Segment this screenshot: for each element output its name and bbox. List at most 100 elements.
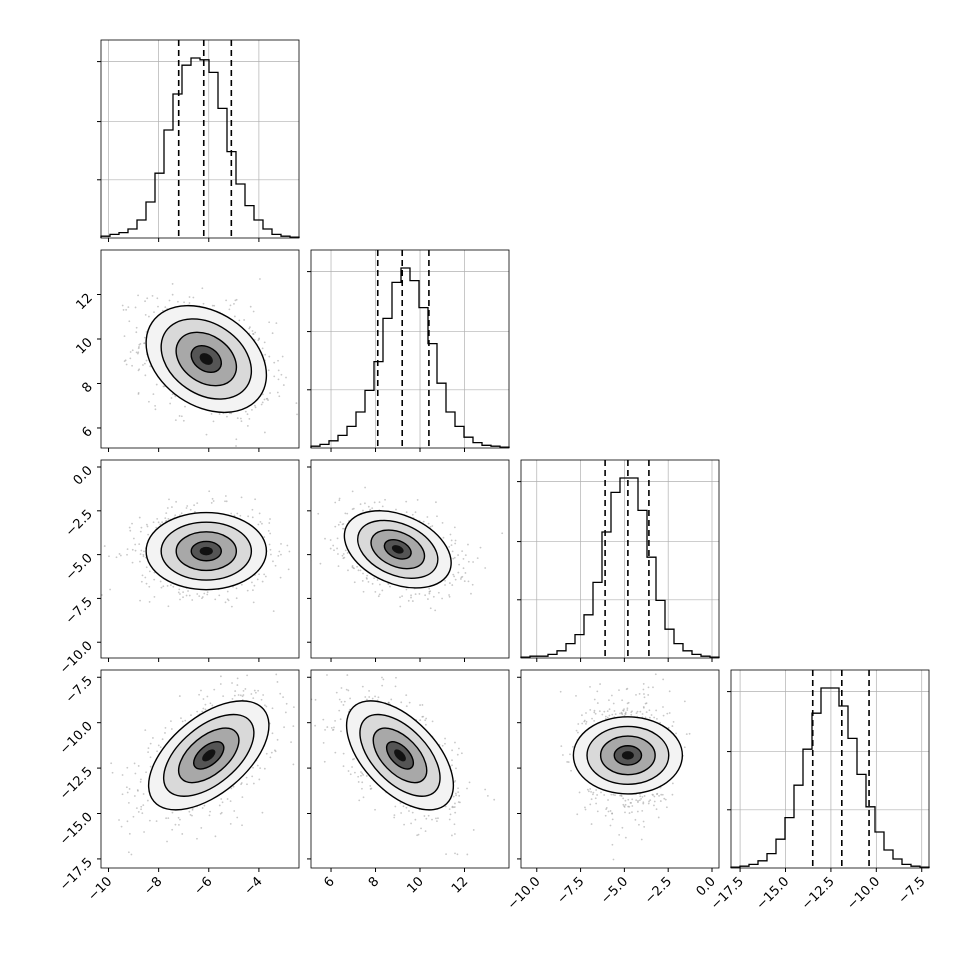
sample-point bbox=[442, 536, 445, 539]
sample-point bbox=[161, 521, 164, 524]
sample-point bbox=[344, 512, 347, 515]
sample-point bbox=[140, 808, 142, 811]
sample-point bbox=[159, 746, 162, 749]
sample-point bbox=[261, 401, 264, 404]
sample-point bbox=[259, 278, 261, 280]
sample-point bbox=[241, 824, 243, 827]
sample-point bbox=[561, 754, 564, 756]
sample-point bbox=[134, 306, 137, 309]
sample-point bbox=[244, 688, 247, 690]
sample-point bbox=[326, 674, 328, 676]
sample-point bbox=[164, 306, 167, 309]
sample-point bbox=[454, 792, 457, 795]
sample-point bbox=[139, 781, 142, 783]
sample-point bbox=[171, 828, 174, 831]
sample-point bbox=[101, 594, 103, 596]
sample-point bbox=[190, 714, 192, 717]
contour-line bbox=[175, 331, 238, 387]
sample-point bbox=[458, 794, 461, 797]
sample-point bbox=[654, 673, 657, 676]
sample-point bbox=[452, 806, 455, 809]
sample-point bbox=[317, 512, 320, 515]
sample-point bbox=[419, 704, 421, 706]
sample-point bbox=[157, 305, 159, 308]
sample-point bbox=[144, 729, 147, 732]
sample-point bbox=[247, 515, 250, 518]
sample-point bbox=[152, 737, 154, 739]
sample-point bbox=[334, 525, 337, 528]
sample-point bbox=[444, 579, 446, 582]
sample-point bbox=[342, 765, 345, 768]
sample-point bbox=[353, 581, 356, 584]
sample-point bbox=[145, 523, 148, 526]
sample-point bbox=[145, 582, 148, 585]
sample-point bbox=[444, 805, 447, 808]
sample-point bbox=[271, 732, 274, 735]
sample-point bbox=[460, 752, 463, 755]
sample-point bbox=[432, 595, 435, 598]
sample-point bbox=[268, 321, 271, 324]
sample-point bbox=[410, 594, 412, 597]
sample-point bbox=[276, 738, 279, 741]
sample-point bbox=[144, 300, 146, 303]
sample-point bbox=[254, 404, 256, 407]
sample-point bbox=[260, 403, 263, 406]
sample-point bbox=[165, 817, 168, 820]
sample-point bbox=[343, 700, 346, 703]
sample-point bbox=[169, 584, 172, 586]
sample-point bbox=[141, 574, 144, 577]
sample-point bbox=[251, 330, 254, 332]
sample-point bbox=[246, 674, 249, 677]
sample-point bbox=[334, 719, 336, 722]
sample-point bbox=[138, 516, 141, 519]
sample-point bbox=[166, 840, 168, 843]
sample-point bbox=[457, 787, 459, 790]
sample-point bbox=[423, 815, 426, 817]
sample-point bbox=[643, 693, 645, 695]
sample-point bbox=[377, 595, 380, 598]
sample-point bbox=[208, 490, 211, 493]
sample-point bbox=[265, 705, 268, 708]
sample-point bbox=[233, 302, 235, 305]
sample-point bbox=[226, 415, 228, 418]
sample-point bbox=[323, 760, 326, 763]
density-fill bbox=[199, 353, 213, 365]
sample-point bbox=[132, 815, 135, 818]
sample-point bbox=[451, 834, 453, 837]
sample-point bbox=[171, 811, 174, 814]
sample-point bbox=[254, 406, 257, 409]
sample-point bbox=[147, 747, 150, 750]
histogram-panel bbox=[517, 459, 720, 662]
sample-point bbox=[435, 501, 437, 504]
sample-point bbox=[178, 415, 181, 417]
sample-point bbox=[594, 712, 597, 715]
sample-point bbox=[342, 704, 345, 706]
sample-point bbox=[230, 787, 233, 790]
sample-point bbox=[349, 773, 352, 776]
sample-point bbox=[174, 514, 177, 517]
sample-point bbox=[200, 689, 202, 692]
sample-point bbox=[269, 548, 272, 551]
sample-point bbox=[178, 588, 181, 591]
sample-point bbox=[361, 781, 364, 784]
sample-point bbox=[198, 595, 201, 598]
sample-point bbox=[459, 578, 462, 580]
sample-point bbox=[226, 798, 229, 800]
sample-point bbox=[453, 833, 456, 835]
sample-point bbox=[337, 565, 340, 568]
sample-point bbox=[210, 412, 213, 415]
sample-point bbox=[148, 819, 151, 822]
sample-point bbox=[342, 527, 344, 530]
sample-point bbox=[370, 787, 373, 790]
sample-point bbox=[123, 335, 126, 338]
sample-point bbox=[127, 306, 130, 309]
sample-point bbox=[185, 507, 188, 509]
sample-point bbox=[603, 710, 606, 713]
sample-point bbox=[453, 556, 456, 559]
sample-point bbox=[168, 498, 170, 501]
sample-point bbox=[407, 599, 410, 602]
sample-point bbox=[389, 585, 391, 588]
sample-point bbox=[467, 580, 470, 583]
sample-point bbox=[140, 549, 143, 552]
sample-point bbox=[128, 788, 131, 790]
